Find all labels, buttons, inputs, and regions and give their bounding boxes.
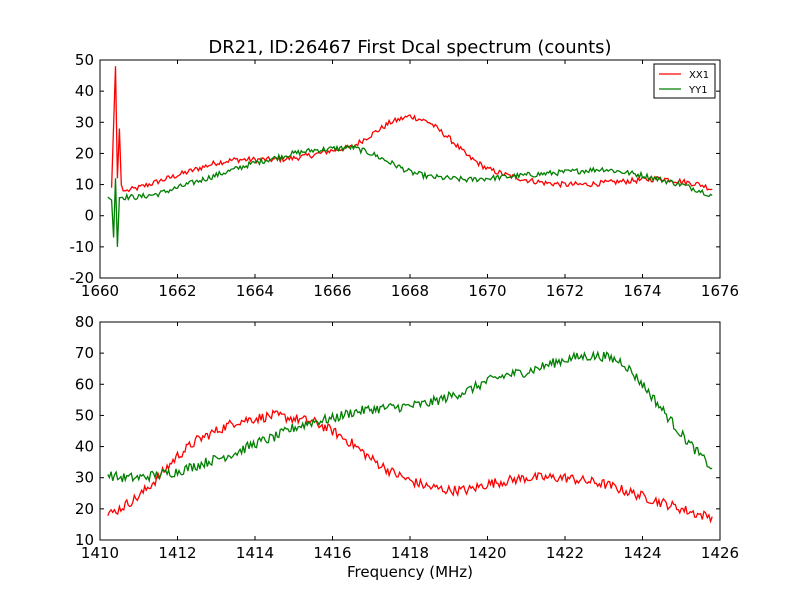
x-tick-label: 1660: [81, 282, 119, 300]
y-tick-label: 0: [84, 207, 94, 225]
x-tick-label: 1426: [701, 544, 739, 562]
x-tick-label: 1676: [701, 282, 739, 300]
x-tick-label: 1410: [81, 544, 119, 562]
y-tick-label: 30: [75, 113, 94, 131]
x-tick-label: 1670: [468, 282, 506, 300]
y-tick-label: -20: [70, 269, 95, 287]
series-line-green: [107, 350, 713, 484]
series-line-yy1: [107, 143, 713, 247]
chart-title: DR21, ID:26467 First Dcal spectrum (coun…: [208, 37, 611, 58]
y-tick-label: 40: [75, 438, 94, 456]
y-tick-label: 10: [75, 531, 94, 549]
y-tick-label: 50: [75, 406, 94, 424]
top-panel: 1660 1662 1664 1666 1668 1670 1672 1674 1676 -20 -…: [70, 51, 740, 300]
y-tick-label: 80: [75, 313, 94, 331]
x-tick-label: 1666: [313, 282, 351, 300]
x-tick-label: 1416: [313, 544, 351, 562]
x-tick-label: 1662: [158, 282, 196, 300]
x-axis-label-bottom: Frequency (MHz): [347, 563, 473, 581]
series-line-red: [107, 409, 713, 524]
x-tick-label: 1674: [623, 282, 661, 300]
x-tick-label: 1668: [391, 282, 429, 300]
legend-label-xx1: XX1: [689, 70, 709, 81]
y-tick-label: -10: [70, 238, 95, 256]
y-tick-label: 20: [75, 144, 94, 162]
x-tick-label: 1414: [236, 544, 274, 562]
y-tick-label: 30: [75, 469, 94, 487]
bottom-panel: 1410 1412 1414 1416 1418 1420 1422 1424 1426 10 20…: [75, 313, 739, 562]
legend-label-yy1: YY1: [688, 85, 708, 96]
legend-box: [653, 63, 716, 99]
x-tick-label: 1412: [158, 544, 196, 562]
x-tick-label: 1422: [546, 544, 584, 562]
x-tick-label: 1420: [468, 544, 506, 562]
series-line-xx1: [110, 66, 713, 193]
x-tick-label: 1664: [236, 282, 274, 300]
y-tick-label: 70: [75, 344, 94, 362]
x-tick-label: 1672: [546, 282, 584, 300]
y-tick-label: 50: [75, 51, 94, 69]
x-tick-label: 1418: [391, 544, 429, 562]
y-tick-label: 60: [75, 375, 94, 393]
y-tick-label: 20: [75, 500, 94, 518]
x-tick-label: 1424: [623, 544, 661, 562]
y-tick-label: 40: [75, 82, 94, 100]
y-tick-label: 10: [75, 176, 94, 194]
